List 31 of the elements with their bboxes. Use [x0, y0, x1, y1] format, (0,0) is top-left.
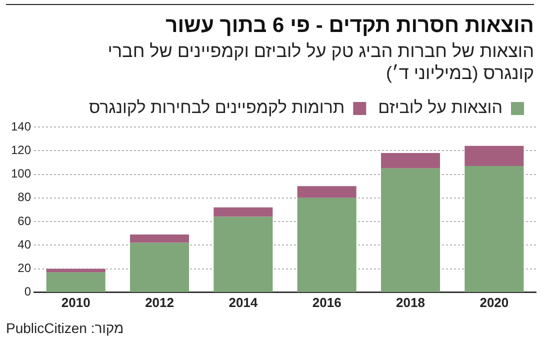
bar: [380, 152, 440, 168]
y-tick-label: 140: [10, 119, 32, 134]
y-tick-label: 100: [10, 166, 32, 181]
x-tick-label: 2014: [228, 294, 258, 310]
chart-subtitle: הוצאות של חברות הביג טק על לוביזם וקמפיינים של חברי קונגרס (במיליוני ד׳): [106, 40, 534, 84]
bar: [46, 268, 106, 272]
y-tick-label: 0: [24, 284, 32, 299]
bar: [297, 198, 356, 292]
legend-label: תרומות לקמפיינים לבחירות לקונגרס: [88, 98, 345, 118]
bar: [214, 207, 273, 217]
bar: [464, 146, 524, 166]
bar: [46, 272, 106, 292]
x-tick-label: 2016: [312, 294, 342, 310]
y-tick-label: 60: [18, 214, 32, 228]
y-tick-label: 40: [18, 237, 32, 252]
chart-title: הוצאות חסרות תקדים - פי 6 בתוך עשור: [166, 14, 534, 38]
y-tick-label: 120: [10, 142, 32, 157]
x-tick-label: 2010: [61, 294, 90, 310]
bar: [130, 242, 190, 292]
bar: [130, 234, 190, 243]
legend-label: הוצאות על לוביזם: [378, 98, 502, 118]
y-tick-label: 20: [18, 261, 32, 276]
x-tick-label: 2018: [396, 294, 425, 310]
text: מקור: PublicCitizen: [6, 320, 124, 336]
bar: [380, 168, 440, 292]
bar: [464, 166, 524, 292]
y-tick-label: 80: [18, 190, 32, 204]
bar: [214, 216, 273, 292]
x-tick-label: 2012: [145, 294, 174, 310]
bar: [297, 186, 356, 198]
x-tick-label: 2020: [480, 294, 509, 310]
